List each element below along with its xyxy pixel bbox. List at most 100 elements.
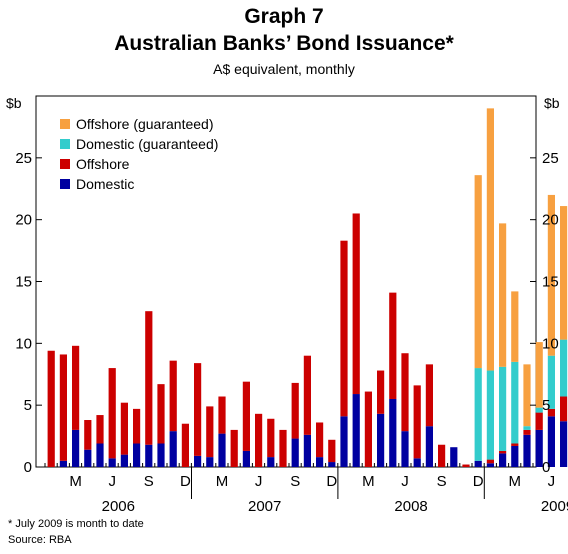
y-tick-label-left: 20 — [15, 212, 32, 229]
bar-segment-offshore-mar-2009 — [511, 443, 519, 446]
bar-segment-offshore-feb-2008 — [352, 213, 360, 395]
bar-segment-domestic-dec-2007 — [328, 462, 336, 467]
bar-segment-domestic-guaranteed-jun-2009 — [547, 355, 555, 409]
legend-label: Domestic — [76, 176, 134, 192]
y-tick-label-left: 5 — [24, 397, 32, 414]
y-tick-label-right: 20 — [542, 212, 559, 229]
bar-segment-domestic-jun-2008 — [401, 431, 409, 467]
legend-swatch-domestic — [60, 179, 70, 189]
legend-swatch-offshore-guaranteed — [60, 119, 70, 129]
bar-segment-offshore-apr-2006 — [84, 420, 92, 450]
bar-segment-offshore-jun-2007 — [255, 413, 263, 467]
bar-segment-offshore-guaranteed-jul-2009 — [560, 206, 568, 340]
bar-segment-offshore-jan-2009 — [486, 459, 494, 464]
source-note: Source: RBA — [8, 534, 72, 546]
y-tick-label-right: 10 — [542, 335, 559, 352]
x-tick-label-month: J — [401, 473, 409, 490]
x-tick-label-month: J — [255, 473, 263, 490]
bar-segment-offshore-guaranteed-jan-2009 — [486, 108, 494, 371]
bar-segment-offshore-aug-2006 — [133, 408, 141, 444]
bar-segment-offshore-oct-2006 — [157, 384, 165, 444]
y-axis-label-right: $b — [544, 95, 560, 111]
bar-segment-domestic-jul-2008 — [413, 458, 421, 467]
bar-segment-offshore-feb-2007 — [206, 406, 214, 458]
bar-segment-domestic-guaranteed-apr-2009 — [523, 426, 531, 430]
y-tick-label-right: 25 — [542, 150, 559, 167]
bar-segment-domestic-aug-2008 — [425, 426, 433, 467]
x-tick-label-month: D — [473, 473, 484, 490]
legend-swatch-domestic-guaranteed — [60, 139, 70, 149]
footnote: * July 2009 is month to date — [8, 518, 144, 530]
bar-segment-offshore-may-2006 — [96, 415, 104, 444]
bar-segment-domestic-jan-2009 — [486, 463, 494, 467]
chart-subtitle: Australian Banks’ Bond Issuance* — [114, 32, 454, 55]
bar-segment-offshore-apr-2007 — [230, 429, 238, 467]
bar-segment-domestic-jan-2008 — [340, 416, 348, 467]
bar-segment-offshore-jul-2007 — [267, 418, 275, 458]
bar-segment-offshore-dec-2006 — [181, 423, 189, 467]
bar-segment-offshore-mar-2006 — [72, 345, 80, 430]
y-tick-label-right: 0 — [542, 459, 550, 476]
bar-segment-domestic-guaranteed-feb-2009 — [499, 366, 507, 451]
bar-segment-domestic-may-2008 — [389, 398, 397, 467]
bar-segment-offshore-guaranteed-mar-2009 — [511, 291, 519, 362]
bar-segment-offshore-jan-2007 — [194, 363, 202, 456]
x-tick-label-year: 2008 — [394, 498, 427, 515]
x-tick-label-month: S — [437, 473, 447, 490]
x-tick-label-month: S — [144, 473, 154, 490]
x-tick-label-month: M — [362, 473, 375, 490]
bar-segment-domestic-feb-2006 — [59, 460, 67, 467]
y-tick-label-left: 10 — [15, 335, 32, 352]
bar-segment-domestic-jun-2009 — [547, 416, 555, 467]
bar-segment-offshore-jul-2006 — [120, 402, 128, 455]
bar-segment-domestic-sep-2007 — [291, 438, 299, 467]
bar-segment-domestic-apr-2006 — [84, 449, 92, 467]
legend-label: Offshore — [76, 156, 130, 172]
bar-segment-domestic-guaranteed-jul-2009 — [560, 339, 568, 397]
bar-segment-offshore-jan-2006 — [47, 350, 55, 467]
x-tick-label-month: D — [180, 473, 191, 490]
bar-segment-offshore-jun-2008 — [401, 353, 409, 432]
bar-segment-domestic-may-2007 — [242, 450, 250, 467]
x-tick-label-month: D — [326, 473, 337, 490]
legend-swatch-offshore — [60, 159, 70, 169]
y-tick-label-left: 25 — [15, 150, 32, 167]
bar-segment-offshore-jun-2009 — [547, 408, 555, 417]
bar-segment-offshore-jan-2008 — [340, 240, 348, 417]
bar-segment-offshore-guaranteed-feb-2009 — [499, 223, 507, 367]
bar-segment-domestic-jul-2009 — [560, 421, 568, 467]
bar-segment-domestic-aug-2006 — [133, 443, 141, 467]
bar-segment-offshore-mar-2007 — [218, 396, 226, 434]
bar-segment-offshore-jul-2008 — [413, 385, 421, 459]
y-axis-label-left: $b — [6, 95, 22, 111]
bar-segment-domestic-may-2006 — [96, 443, 104, 467]
x-tick-label-year: 2006 — [102, 498, 135, 515]
bar-segment-domestic-dec-2008 — [474, 460, 482, 467]
bar-segment-offshore-guaranteed-apr-2009 — [523, 364, 531, 427]
bar-segment-offshore-may-2007 — [242, 381, 250, 451]
x-tick-label-year: 2007 — [248, 498, 281, 515]
bar-segment-domestic-jul-2006 — [120, 454, 128, 467]
bar-segment-offshore-jun-2006 — [108, 368, 116, 459]
bar-segment-domestic-oct-2006 — [157, 443, 165, 467]
x-tick-label-month: J — [108, 473, 116, 490]
bar-segment-offshore-nov-2006 — [169, 360, 177, 432]
bar-segment-offshore-sep-2006 — [145, 311, 153, 445]
chart-title: Graph 7 — [244, 5, 324, 28]
legend-label: Domestic (guaranteed) — [76, 136, 218, 152]
bar-segment-offshore-guaranteed-jun-2009 — [547, 194, 555, 356]
bar-segment-offshore-feb-2006 — [59, 354, 67, 461]
bar-segment-offshore-sep-2008 — [438, 444, 446, 467]
y-tick-label-right: 5 — [542, 397, 550, 414]
bar-segment-domestic-feb-2007 — [206, 457, 214, 467]
bar-segment-offshore-dec-2007 — [328, 439, 336, 463]
bar-segment-domestic-mar-2006 — [72, 429, 80, 467]
bar-segment-offshore-nov-2008 — [462, 464, 470, 467]
bar-segment-domestic-mar-2007 — [218, 433, 226, 467]
bar-segment-domestic-may-2009 — [535, 429, 543, 467]
bar-segment-domestic-oct-2007 — [303, 434, 311, 467]
bar-segment-offshore-may-2008 — [389, 292, 397, 399]
y-tick-label-left: 0 — [24, 459, 32, 476]
legend-label: Offshore (guaranteed) — [76, 116, 214, 132]
